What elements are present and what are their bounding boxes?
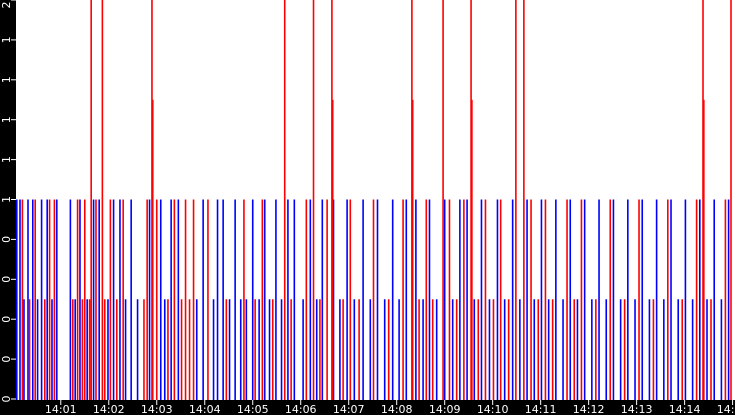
y-tick-label: 0: [0, 276, 13, 283]
y-tick-label: 0: [0, 356, 13, 363]
x-tick-label: 14:09: [429, 403, 461, 415]
y-tick-label: 1: [0, 76, 13, 83]
x-tick-label: 14:13: [621, 403, 653, 415]
y-tick-label: 0: [0, 316, 13, 323]
y-tick-label: 1: [0, 196, 13, 203]
series-marks: [15, 0, 732, 400]
y-tick-label: 1: [0, 156, 13, 163]
x-tick-label: 14:07: [333, 403, 365, 415]
y-tick-label: 0: [0, 396, 13, 403]
y-tick-label: 1: [0, 116, 13, 123]
y-tick-label: 2: [0, 2, 13, 9]
x-tick-label: 14:12: [573, 403, 605, 415]
x-tick-label: 14:01: [45, 403, 77, 415]
y-axis: 0 0 0 0 0 1 1 1 1 1 2: [0, 0, 16, 403]
x-tick-label: 14:15: [717, 403, 735, 415]
x-tick-label: 14:03: [141, 403, 173, 415]
x-tick-label: 14:06: [285, 403, 317, 415]
x-tick-label: 14:05: [237, 403, 269, 415]
y-tick-label: 0: [0, 236, 13, 243]
x-tick-label: 14:14: [669, 403, 701, 415]
x-tick-label: 14:08: [381, 403, 413, 415]
y-tick-label: 1: [0, 36, 13, 43]
x-tick-label: 14:11: [525, 403, 557, 415]
x-axis: 14:01 14:02 14:03 14:04 14:05 14:06 14:07 14:08…: [45, 400, 735, 415]
x-tick-label: 14:04: [189, 403, 221, 415]
x-tick-label: 14:10: [477, 403, 509, 415]
x-tick-label: 14:02: [93, 403, 125, 415]
plot-area: [16, 0, 735, 400]
